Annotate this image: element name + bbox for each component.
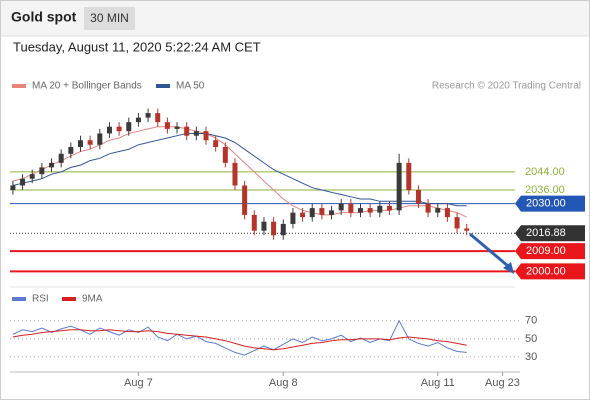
candle-body [184, 126, 190, 136]
level-label: 2036.00 [525, 184, 565, 196]
candle-body [300, 212, 306, 218]
candle-body [155, 113, 161, 123]
plot: MA 20 + Bollinger Bands MA 50 2044.00 2036.… [10, 81, 585, 389]
x-tick-label: Aug 7 [124, 377, 153, 389]
level-tag [515, 195, 585, 212]
candle-body [251, 214, 257, 231]
candle-body [348, 203, 354, 213]
candle-body [222, 147, 228, 163]
candle-body [213, 140, 219, 148]
candle-body [280, 223, 286, 236]
timestamp: Tuesday, August 11, 2020 5:22:24 AM CET [13, 39, 261, 54]
candle-body [203, 131, 209, 141]
candle-body [435, 208, 441, 213]
candle-body [386, 205, 392, 211]
candle-body [309, 208, 315, 218]
candle-body [126, 122, 132, 132]
level-label: 2009.00 [526, 245, 566, 257]
candle-body [444, 208, 450, 218]
x-tick-label: Aug 23 [485, 377, 520, 389]
level-tag [515, 263, 585, 280]
legend-swatch [12, 84, 26, 88]
y-tick-label: 50 [525, 333, 537, 345]
candle-body [425, 203, 431, 213]
candle-body [58, 153, 64, 163]
x-tick-label: Aug 11 [421, 377, 455, 389]
candle-body [271, 221, 277, 236]
candle-body [39, 167, 45, 175]
forecast-arrowhead [503, 262, 514, 274]
candle-body [396, 162, 402, 211]
candle-body [77, 140, 83, 148]
candle-body [174, 126, 180, 129]
candle-body [232, 162, 238, 186]
candle-body [68, 147, 74, 154]
candle-body [193, 131, 199, 136]
candle-body [290, 212, 296, 224]
candle-body [135, 117, 141, 123]
candle-body [10, 185, 16, 190]
instrument-title: Gold spot [11, 9, 77, 25]
level-label: 2044.00 [525, 166, 565, 178]
candle-body [20, 178, 26, 186]
series-line [12, 329, 467, 351]
candle-body [367, 208, 373, 213]
candle-body [415, 190, 421, 204]
forecast-arrow [469, 232, 509, 268]
candle-body [338, 203, 344, 211]
series-line [12, 319, 467, 356]
interval-badge[interactable] [84, 7, 135, 30]
y-tick-label: 30 [525, 351, 537, 363]
legend-swatch [156, 84, 170, 88]
candle-body [164, 122, 170, 129]
candle-body [49, 162, 55, 168]
x-tick-label: Aug 8 [269, 377, 298, 389]
candle-body [242, 185, 248, 215]
level-tag [515, 225, 585, 242]
candle-body [97, 133, 103, 145]
legend-label: MA 20 + Bollinger Bands [32, 81, 142, 92]
interval-label[interactable]: 30 MIN [90, 11, 129, 25]
candle-body [116, 126, 122, 132]
level-tag [515, 243, 585, 260]
level-label: 2000.00 [526, 265, 566, 277]
candle-body [106, 126, 112, 134]
legend-label: MA 50 [176, 81, 205, 92]
y-tick-label: 70 [525, 315, 537, 327]
candle-body [406, 162, 412, 190]
level-label: 2016.88 [526, 227, 566, 239]
legend-swatch [62, 297, 76, 301]
candle-body [464, 228, 470, 231]
candle-body [145, 113, 151, 118]
candle-body [377, 205, 383, 213]
level-label: 2030.00 [526, 197, 566, 209]
copyright: Research © 2020 Trading Central [432, 81, 581, 92]
legend-label: 9MA [82, 294, 103, 305]
candle-body [29, 174, 35, 179]
candle-body [358, 208, 364, 213]
series-line [12, 133, 467, 207]
candle-body [87, 140, 93, 145]
legend-swatch [12, 297, 26, 301]
candle-body [261, 221, 267, 231]
legend-label: RSI [32, 294, 49, 305]
candle-body [454, 217, 460, 229]
candle-body [319, 208, 325, 215]
candle-body [329, 210, 335, 215]
